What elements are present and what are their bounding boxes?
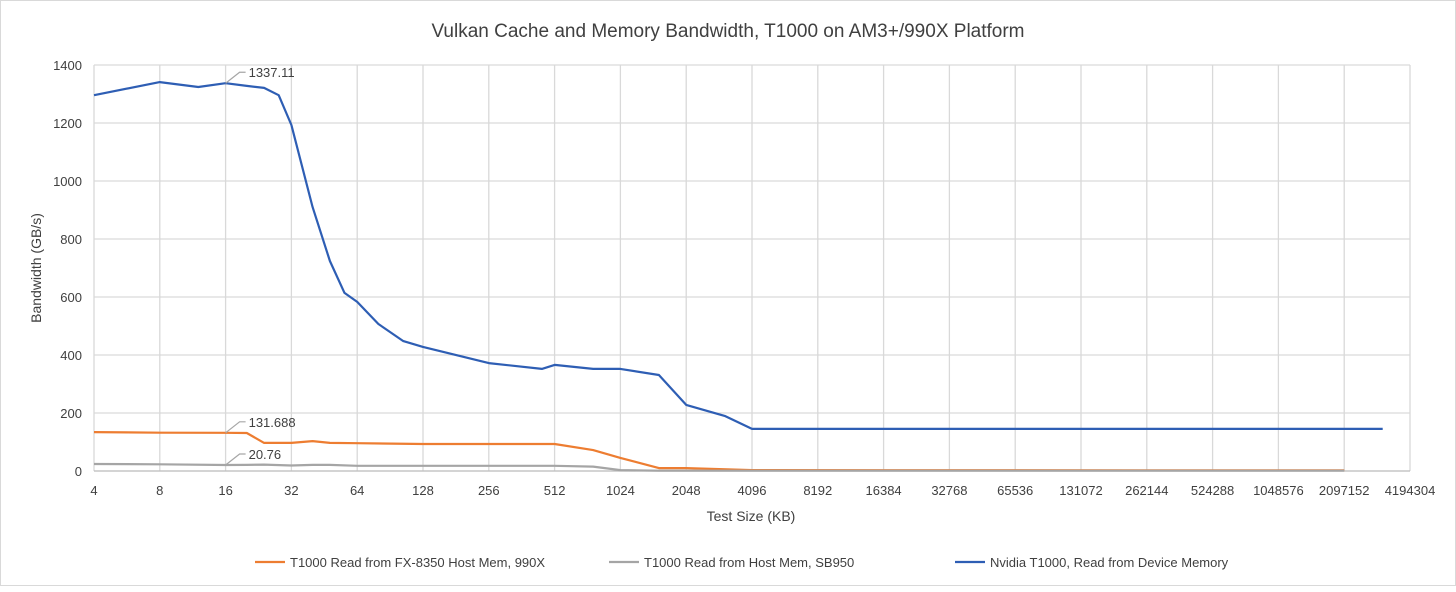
x-tick-label: 4194304	[1385, 483, 1436, 498]
chart-title: Vulkan Cache and Memory Bandwidth, T1000…	[431, 21, 1024, 42]
data-label: 131.688	[249, 415, 296, 430]
series-line-2	[93, 462, 1345, 472]
x-tick-label: 2048	[672, 483, 701, 498]
x-tick-label: 4	[90, 483, 97, 498]
x-tick-label: 262144	[1125, 483, 1168, 498]
y-axis-label: Bandwidth (GB/s)	[28, 213, 44, 323]
y-tick-label: 1200	[53, 116, 82, 131]
x-tick-label: 524288	[1191, 483, 1234, 498]
x-tick-label: 131072	[1059, 483, 1102, 498]
y-tick-label: 600	[60, 290, 82, 305]
x-tick-label: 65536	[997, 483, 1033, 498]
y-tick-label: 1000	[53, 174, 82, 189]
data-label: 20.76	[249, 447, 282, 462]
data-label-leader	[225, 453, 246, 466]
data-label: 1337.11	[249, 65, 295, 80]
legend: T1000 Read from FX-8350 Host Mem, 990X T1…	[255, 555, 1229, 570]
legend-label-3: Nvidia T1000, Read from Device Memory	[990, 555, 1229, 570]
data-label-leader	[225, 421, 246, 434]
series-line-3	[93, 80, 1383, 430]
legend-label-1: T1000 Read from FX-8350 Host Mem, 990X	[290, 555, 545, 570]
x-axis-label: Test Size (KB)	[707, 508, 796, 524]
x-tick-label: 64	[350, 483, 364, 498]
y-tick-label: 200	[60, 406, 82, 421]
y-tick-label: 1400	[53, 58, 82, 73]
x-tick-label: 8192	[803, 483, 832, 498]
x-tick-label: 2097152	[1319, 483, 1370, 498]
series-line-1	[93, 431, 1345, 472]
x-tick-label: 16384	[866, 483, 902, 498]
x-tick-label: 1048576	[1253, 483, 1304, 498]
data-label-leader	[225, 71, 246, 84]
x-tick-label: 512	[544, 483, 566, 498]
x-tick-label: 8	[156, 483, 163, 498]
x-tick-label: 16	[218, 483, 232, 498]
y-tick-label: 800	[60, 232, 82, 247]
x-tick-label: 256	[478, 483, 500, 498]
y-tick-label: 0	[75, 464, 82, 479]
x-tick-label: 4096	[738, 483, 767, 498]
x-tick-label: 1024	[606, 483, 635, 498]
legend-label-2: T1000 Read from Host Mem, SB950	[644, 555, 854, 570]
x-tick-label: 32768	[931, 483, 967, 498]
x-tick-label: 128	[412, 483, 434, 498]
y-tick-label: 400	[60, 348, 82, 363]
x-tick-label: 32	[284, 483, 298, 498]
